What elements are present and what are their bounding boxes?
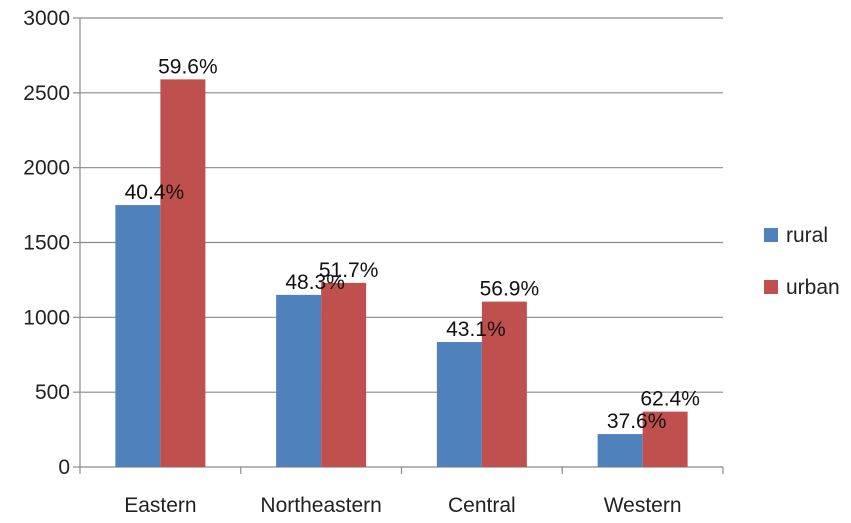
- bar-rural-northeastern: [276, 294, 322, 467]
- legend-swatch-urban: [764, 280, 778, 294]
- data-label-rural-western: 37.6%: [607, 410, 667, 433]
- data-label-urban-eastern: 59.6%: [158, 55, 218, 78]
- data-label-urban-central: 56.9%: [480, 278, 540, 301]
- category-labels: Eastern Northeastern Central Western: [124, 494, 681, 517]
- y-tick-label: 3000: [23, 7, 70, 30]
- bar-urban-eastern: [160, 79, 206, 467]
- legend: rural urban: [764, 224, 840, 299]
- y-tick-label: 1500: [23, 232, 70, 255]
- bar-urban-central: [481, 301, 527, 467]
- data-label-rural-eastern: 40.4%: [125, 181, 185, 204]
- data-label-urban-northeastern: 51.7%: [319, 259, 379, 282]
- category-label-western: Western: [604, 494, 682, 517]
- category-label-northeastern: Northeastern: [260, 494, 381, 517]
- category-label-central: Central: [448, 494, 516, 517]
- bars: [115, 79, 688, 468]
- data-label-urban-western: 62.4%: [640, 388, 700, 411]
- y-tick-label: 0: [58, 456, 70, 479]
- legend-label-urban: urban: [786, 276, 840, 299]
- bar-urban-western: [642, 411, 688, 467]
- y-tick-labels: 0 500 1000 1500 2000 2500 3000: [23, 7, 70, 479]
- bar-rural-eastern: [115, 205, 161, 468]
- bar-rural-western: [597, 434, 643, 467]
- y-tick-label: 2000: [23, 157, 70, 180]
- data-label-rural-central: 43.1%: [446, 318, 506, 341]
- legend-label-rural: rural: [786, 224, 828, 247]
- category-label-eastern: Eastern: [124, 494, 196, 517]
- y-tick-label: 1000: [23, 306, 70, 329]
- bar-urban-northeastern: [321, 282, 367, 467]
- y-tick-label: 2500: [23, 82, 70, 105]
- data-label-rural-northeastern: 48.3%: [285, 271, 345, 294]
- y-tick-label: 500: [35, 381, 70, 404]
- bar-rural-central: [436, 342, 482, 467]
- legend-swatch-rural: [764, 228, 778, 242]
- data-labels: 40.4% 59.6% 48.3%51.7% 43.1% 56.9% 37.6%62.4%: [125, 55, 700, 433]
